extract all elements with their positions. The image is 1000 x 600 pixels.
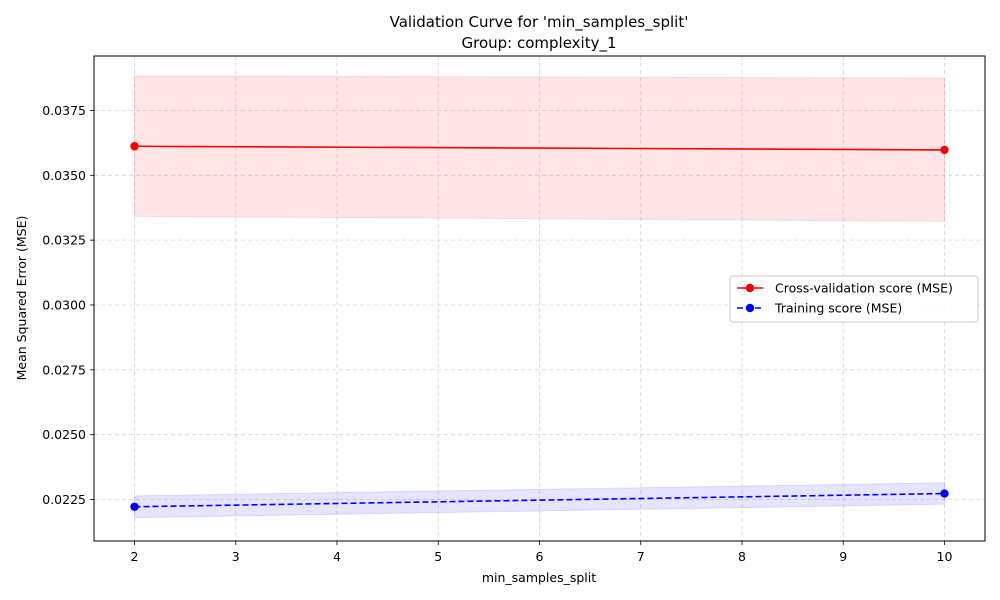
y-tick-label: 0.0375	[42, 103, 86, 118]
data-point-0	[940, 145, 949, 155]
chart-title: Validation Curve for 'min_samples_split'	[390, 13, 689, 32]
x-axis-ticks: 2 3 4 5 6 7 8 9 10	[131, 541, 953, 564]
x-tick-label: 6	[536, 549, 544, 564]
legend-label: Cross-validation score (MSE)	[775, 281, 953, 296]
legend-swatch-marker	[745, 283, 755, 293]
x-tick-label: 5	[434, 549, 442, 564]
chart-subtitle: Group: complexity_1	[461, 34, 616, 53]
x-tick-label: 7	[637, 549, 645, 564]
series-line-1	[134, 492, 945, 508]
y-tick-label: 0.0325	[42, 233, 86, 248]
x-tick-label: 4	[333, 549, 341, 564]
x-tick-label: 3	[232, 549, 240, 564]
x-axis-label: min_samples_split	[482, 570, 596, 585]
x-tick-label: 9	[839, 549, 847, 564]
legend-box	[729, 275, 979, 323]
series-line-layer	[134, 145, 945, 508]
y-tick-label: 0.0350	[42, 168, 86, 183]
data-point-0	[130, 142, 139, 151]
x-tick-label: 8	[738, 549, 746, 564]
series-line-0	[134, 145, 945, 151]
y-tick-label: 0.0225	[42, 492, 86, 507]
x-tick-label: 2	[131, 549, 139, 564]
x-tick-label: 10	[937, 549, 953, 564]
legend-swatch-marker	[745, 303, 755, 313]
chart-title-group: Validation Curve for 'min_samples_split'…	[390, 13, 689, 53]
series-marker-layer	[130, 142, 949, 511]
legend: Cross-validation score (MSE) Training sco…	[729, 275, 979, 323]
data-point-1	[130, 502, 139, 511]
data-point-1	[940, 489, 949, 498]
y-tick-label: 0.0250	[42, 427, 86, 442]
legend-label: Training score (MSE)	[774, 301, 902, 316]
y-tick-label: 0.0275	[42, 362, 86, 377]
y-axis-ticks: 0.0225 0.0250 0.0275 0.0300 0.0325 0.0350 0.03…	[42, 103, 94, 507]
y-axis-label: Mean Squared Error (MSE)	[14, 216, 29, 381]
y-tick-label: 0.0300	[42, 297, 86, 312]
